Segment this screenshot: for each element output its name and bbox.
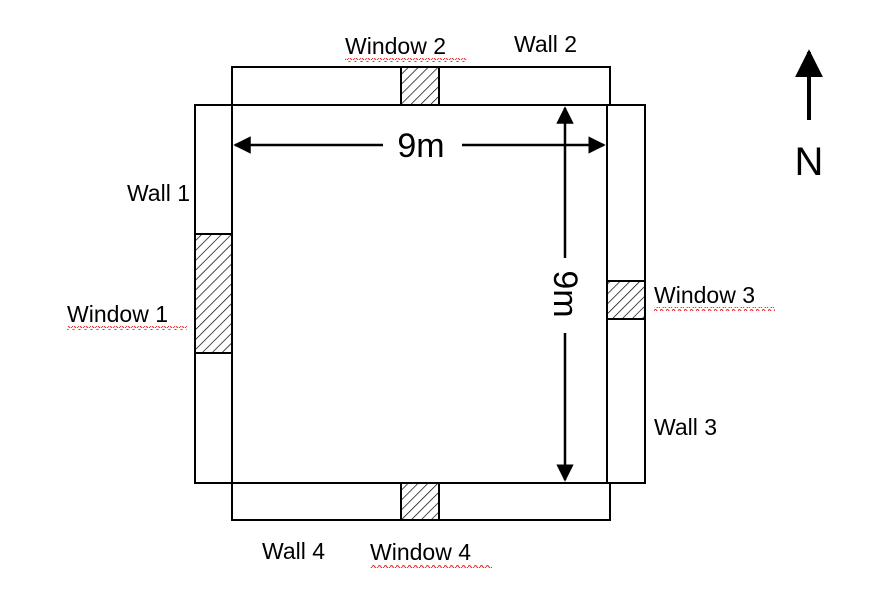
window-3-label: Window 3 (654, 282, 755, 308)
window-4-hatch (400, 482, 440, 521)
window-4-spellcheck-underline (370, 564, 492, 568)
window-2-hatch (400, 66, 440, 106)
width-dimension-label: 9m (397, 127, 444, 165)
window-1-spellcheck-underline (67, 326, 187, 330)
wall-2-label: Wall 2 (514, 31, 577, 57)
window-1-hatch (194, 233, 233, 354)
wall-4-label: Wall 4 (262, 538, 325, 564)
window-3-hatch (606, 280, 646, 320)
north-label: N (795, 140, 824, 184)
window-4-label: Window 4 (370, 539, 471, 565)
wall-1-label: Wall 1 (127, 180, 190, 206)
window-2-label: Window 2 (345, 33, 446, 59)
window-2-spellcheck-underline (345, 58, 467, 62)
height-dimension-label: 9m (546, 270, 584, 317)
window-3-spellcheck-underline (654, 307, 775, 311)
window-1-label: Window 1 (67, 301, 168, 327)
wall-3-label: Wall 3 (654, 414, 717, 440)
